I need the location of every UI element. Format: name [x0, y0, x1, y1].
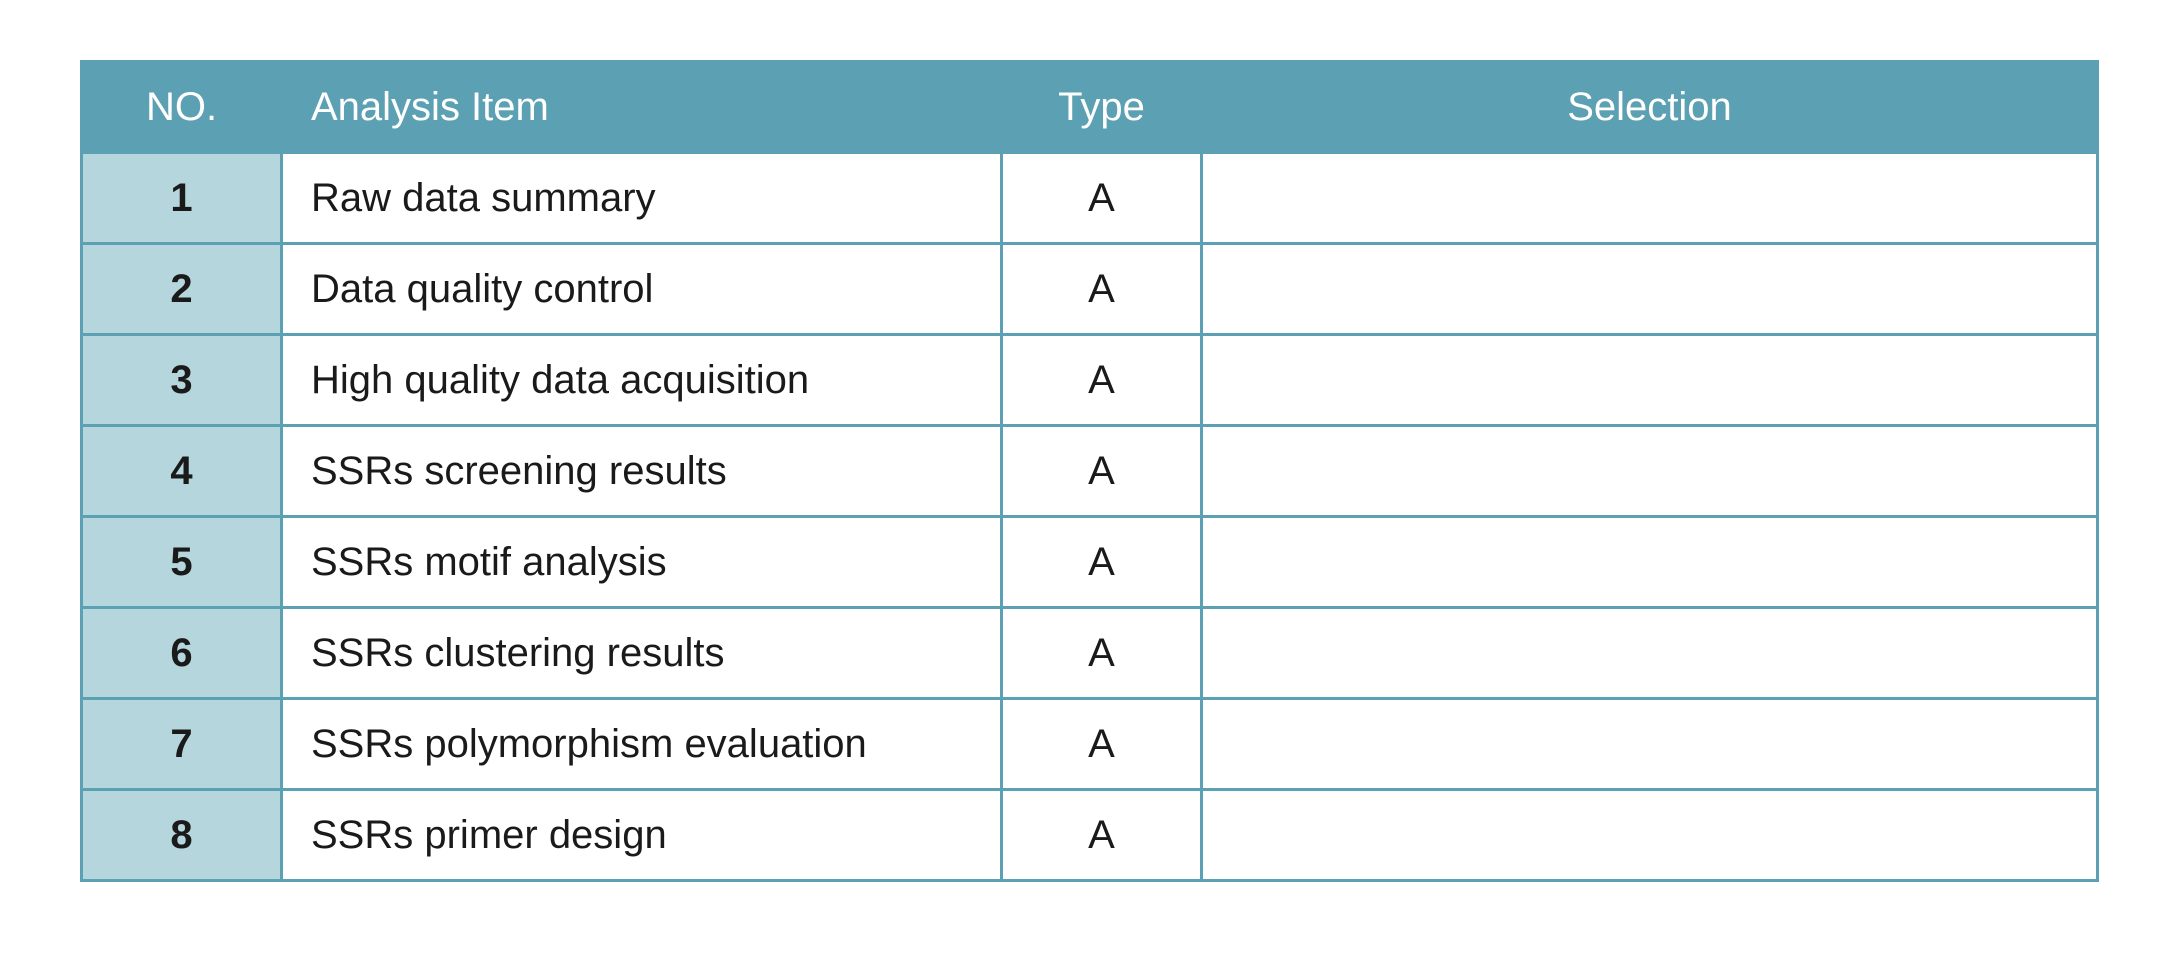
- cell-item: Data quality control: [282, 244, 1002, 335]
- cell-item: SSRs clustering results: [282, 608, 1002, 699]
- col-header-item: Analysis Item: [282, 62, 1002, 153]
- cell-selection: [1202, 517, 2098, 608]
- cell-no: 5: [82, 517, 282, 608]
- cell-selection: [1202, 426, 2098, 517]
- cell-type: A: [1002, 790, 1202, 881]
- cell-type: A: [1002, 426, 1202, 517]
- col-header-no: NO.: [82, 62, 282, 153]
- cell-selection: [1202, 699, 2098, 790]
- table-row: 4 SSRs screening results A: [82, 426, 2098, 517]
- cell-item: SSRs polymorphism evaluation: [282, 699, 1002, 790]
- cell-item: Raw data summary: [282, 153, 1002, 244]
- cell-no: 4: [82, 426, 282, 517]
- cell-type: A: [1002, 699, 1202, 790]
- table-row: 1 Raw data summary A: [82, 153, 2098, 244]
- analysis-table: NO. Analysis Item Type Selection 1 Raw d…: [80, 60, 2099, 882]
- cell-no: 7: [82, 699, 282, 790]
- cell-type: A: [1002, 335, 1202, 426]
- cell-type: A: [1002, 244, 1202, 335]
- col-header-selection: Selection: [1202, 62, 2098, 153]
- table-header-row: NO. Analysis Item Type Selection: [82, 62, 2098, 153]
- cell-type: A: [1002, 517, 1202, 608]
- cell-item: SSRs primer design: [282, 790, 1002, 881]
- col-header-type: Type: [1002, 62, 1202, 153]
- cell-no: 1: [82, 153, 282, 244]
- table-row: 6 SSRs clustering results A: [82, 608, 2098, 699]
- cell-selection: [1202, 335, 2098, 426]
- cell-no: 6: [82, 608, 282, 699]
- cell-type: A: [1002, 608, 1202, 699]
- table-row: 8 SSRs primer design A: [82, 790, 2098, 881]
- table-row: 5 SSRs motif analysis A: [82, 517, 2098, 608]
- table-row: 3 High quality data acquisition A: [82, 335, 2098, 426]
- cell-no: 3: [82, 335, 282, 426]
- cell-no: 8: [82, 790, 282, 881]
- cell-selection: [1202, 608, 2098, 699]
- cell-type: A: [1002, 153, 1202, 244]
- cell-selection: [1202, 790, 2098, 881]
- cell-selection: [1202, 244, 2098, 335]
- cell-item: High quality data acquisition: [282, 335, 1002, 426]
- cell-selection: [1202, 153, 2098, 244]
- table-row: 7 SSRs polymorphism evaluation A: [82, 699, 2098, 790]
- cell-item: SSRs screening results: [282, 426, 1002, 517]
- cell-item: SSRs motif analysis: [282, 517, 1002, 608]
- table-row: 2 Data quality control A: [82, 244, 2098, 335]
- cell-no: 2: [82, 244, 282, 335]
